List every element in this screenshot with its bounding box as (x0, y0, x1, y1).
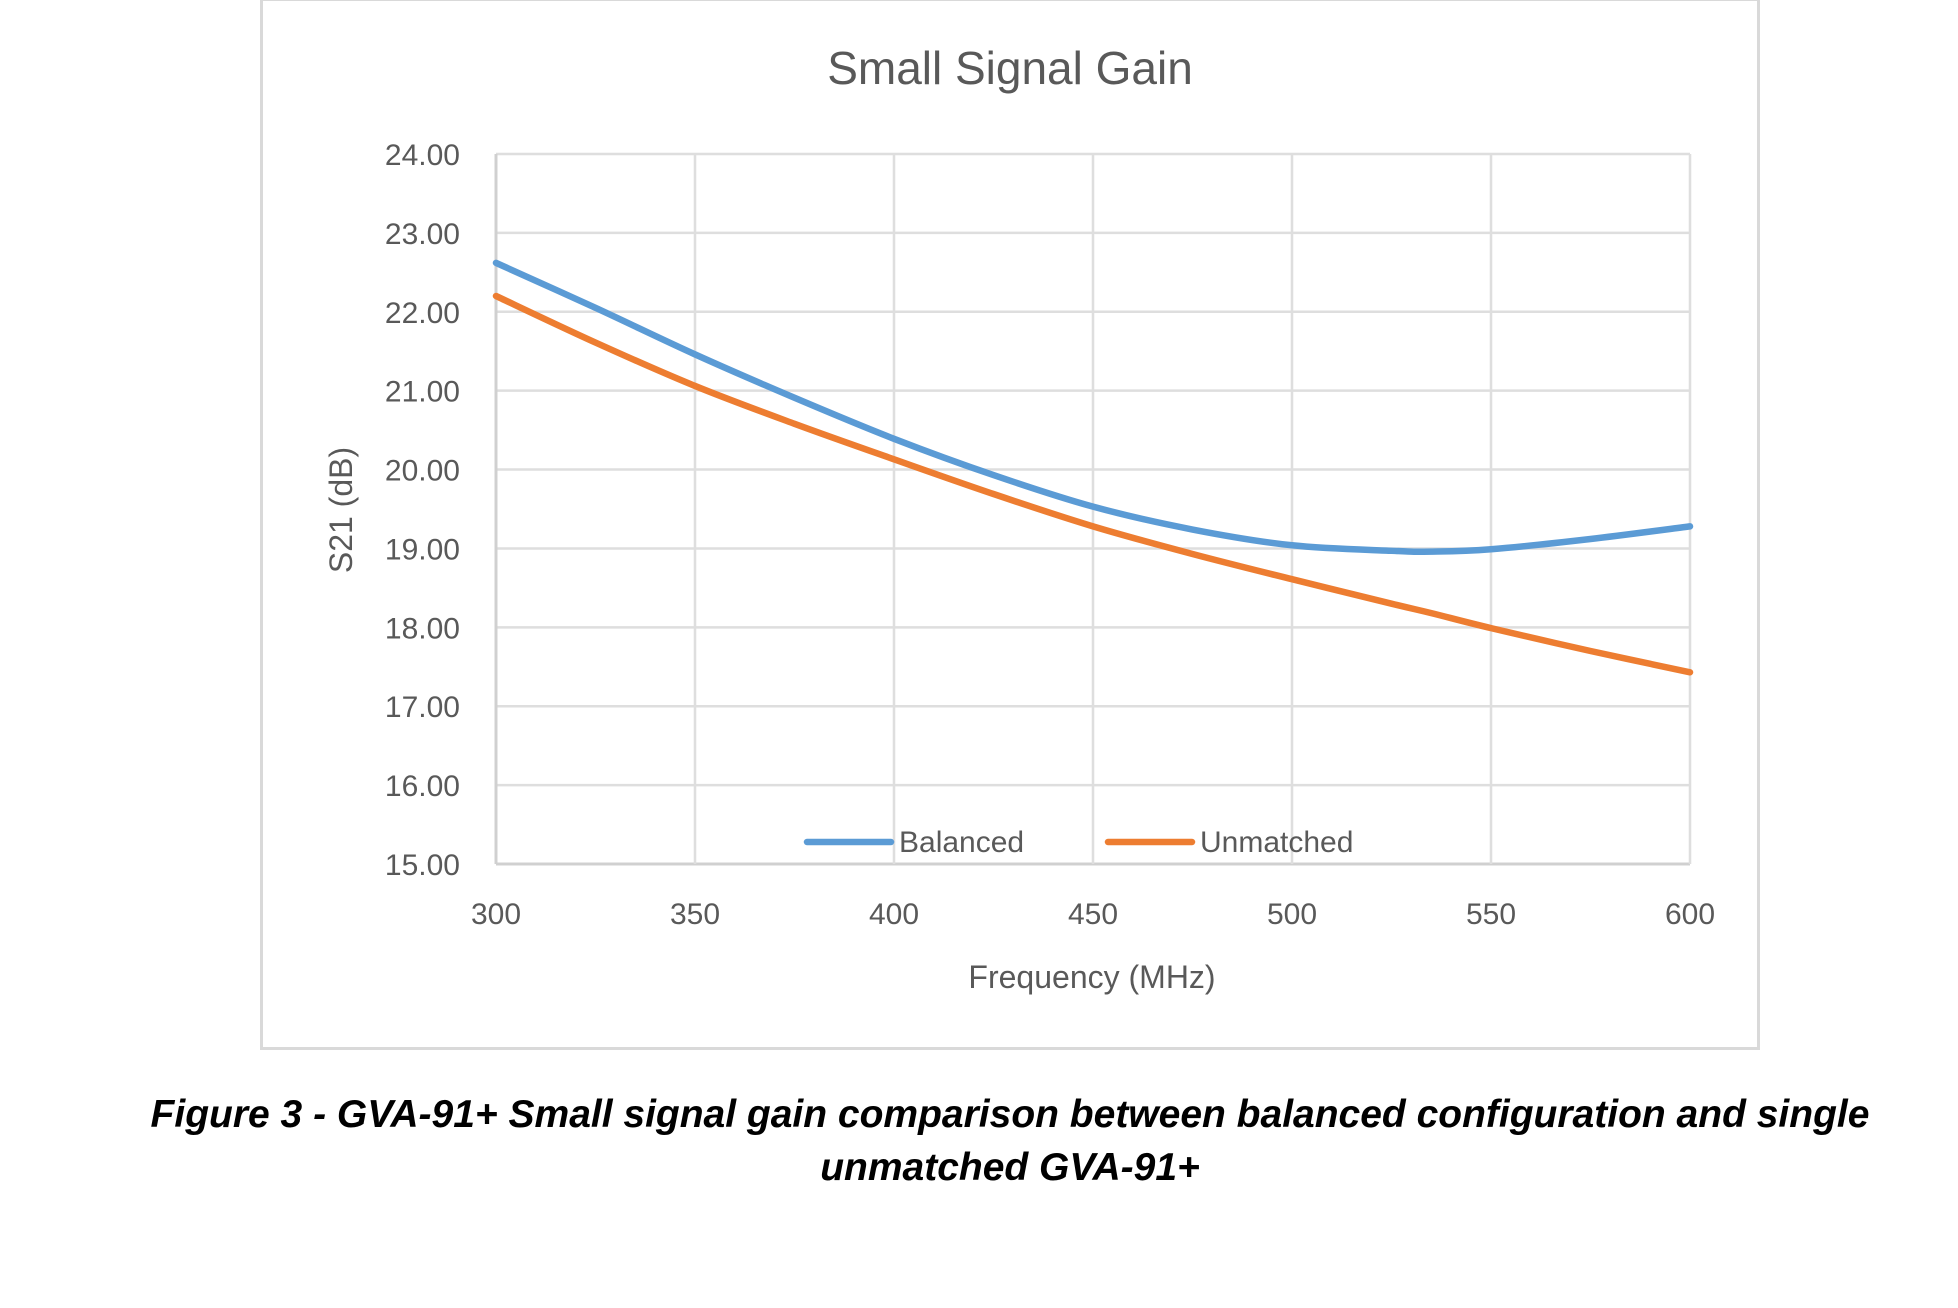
x-tick-label: 450 (1068, 898, 1118, 931)
y-axis-ticks: 15.00 16.00 17.00 18.00 19.00 20.00 21.00 22.00… (385, 139, 460, 882)
y-tick-label: 15.00 (385, 849, 460, 882)
y-tick-label: 20.00 (385, 455, 460, 488)
series-line-balanced (492, 259, 1694, 555)
y-axis-title: S21 (dB) (323, 447, 359, 573)
y-tick-label: 18.00 (385, 612, 460, 645)
line-chart: Small Signal Gain 15.00 16.00 17.00 18.00 19… (323, 42, 1715, 995)
x-tick-label: 300 (471, 898, 521, 931)
gridlines (494, 152, 1692, 866)
legend-label-balanced: Balanced (899, 826, 1024, 859)
x-axis-ticks: 300 350 400 450 500 550 600 (471, 898, 1715, 931)
caption-line-2: unmatched GVA-91+ (820, 1146, 1200, 1189)
y-tick-label: 23.00 (385, 218, 460, 251)
caption-line-1: Figure 3 - GVA-91+ Small signal gain com… (150, 1093, 1870, 1136)
y-tick-label: 19.00 (385, 533, 460, 566)
legend: Balanced Unmatched (803, 826, 1353, 859)
x-tick-label: 600 (1665, 898, 1715, 931)
chart-title: Small Signal Gain (827, 42, 1193, 94)
figure-caption: Figure 3 - GVA-91+ Small signal gain com… (60, 1088, 1958, 1194)
x-tick-label: 550 (1466, 898, 1516, 931)
y-tick-label: 24.00 (385, 139, 460, 172)
y-tick-label: 16.00 (385, 770, 460, 803)
y-tick-label: 21.00 (385, 376, 460, 409)
x-tick-label: 400 (869, 898, 919, 931)
x-tick-label: 500 (1267, 898, 1317, 931)
legend-label-unmatched: Unmatched (1200, 826, 1353, 859)
y-tick-label: 22.00 (385, 297, 460, 330)
y-tick-label: 17.00 (385, 691, 460, 724)
x-axis-title: Frequency (MHz) (968, 959, 1215, 995)
series-line-unmatched (492, 292, 1694, 676)
x-tick-label: 350 (670, 898, 720, 931)
chart-frame (260, 0, 1760, 1050)
series-lines (492, 259, 1694, 676)
